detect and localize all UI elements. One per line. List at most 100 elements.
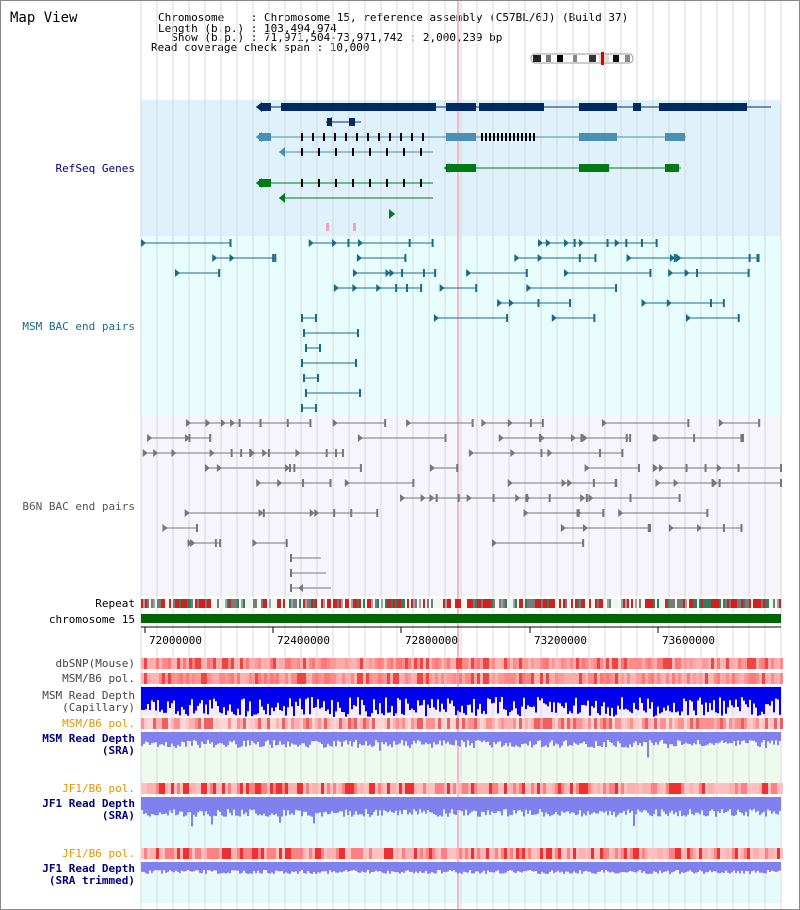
snp-density-cell <box>204 658 207 669</box>
snp-density-cell <box>390 783 393 794</box>
snp-density-cell <box>270 658 273 669</box>
bac-end <box>757 254 760 262</box>
snp-density-cell <box>528 783 531 794</box>
snp-density-cell <box>216 848 219 859</box>
read-depth-bar <box>529 862 531 871</box>
snp-density-cell <box>561 848 564 859</box>
snp-density-cell <box>177 783 180 794</box>
read-depth-bar <box>327 732 329 744</box>
read-depth-bar <box>211 862 213 872</box>
read-depth-bar <box>355 797 357 812</box>
snp-density-cell <box>738 673 741 684</box>
read-depth-bar <box>589 687 591 716</box>
snp-density-cell <box>489 848 492 859</box>
read-depth-bar <box>257 687 259 714</box>
read-depth-bar <box>319 797 321 813</box>
read-depth-bar <box>141 862 143 872</box>
read-depth-bar <box>517 687 519 715</box>
read-depth-bar <box>339 687 341 708</box>
read-depth-bar <box>331 732 333 747</box>
snp-density-cell <box>549 673 552 684</box>
snp-density-cell <box>402 848 405 859</box>
snp-density-cell <box>645 658 648 669</box>
read-depth-bar <box>695 687 697 716</box>
read-depth-bar <box>771 862 773 871</box>
repeat-element <box>207 599 209 608</box>
bac-end <box>395 284 398 292</box>
bac-end <box>716 464 722 472</box>
snp-density-cell <box>699 783 702 794</box>
repeat-element <box>751 599 753 608</box>
repeat-element <box>239 599 241 608</box>
read-depth-bar <box>325 732 327 748</box>
read-depth-bar <box>205 862 207 874</box>
snp-density-cell <box>489 718 492 729</box>
bac-end <box>697 524 703 532</box>
read-depth-bar <box>169 732 171 748</box>
read-depth-bar <box>619 797 621 813</box>
snp-density-cell <box>405 848 408 859</box>
snp-density-cell <box>261 658 264 669</box>
snp-density-cell <box>189 673 192 684</box>
read-depth-bar <box>747 797 749 817</box>
repeat-element <box>173 599 175 608</box>
repeat-element <box>221 599 223 608</box>
bac-end <box>580 434 583 442</box>
snp-density-cell <box>612 673 615 684</box>
read-depth-bar <box>541 732 543 748</box>
read-depth-bar <box>465 862 467 873</box>
read-depth-bar <box>613 797 615 812</box>
read-depth-bar <box>299 797 301 811</box>
snp-density-cell <box>336 673 339 684</box>
read-depth-bar <box>507 797 509 817</box>
snp-density-cell <box>210 673 213 684</box>
read-depth-bar <box>573 687 575 706</box>
snp-density-cell <box>570 848 573 859</box>
b6n-bac-features <box>142 419 782 592</box>
snp-density-cell <box>765 658 768 669</box>
snp-density-cell <box>471 658 474 669</box>
read-depth-bar <box>227 732 229 746</box>
bac-end <box>706 509 709 517</box>
snp-density-cell <box>156 673 159 684</box>
gene-strand-arrow <box>279 193 285 203</box>
snp-density-cell <box>312 658 315 669</box>
read-depth-bar <box>275 862 277 871</box>
repeat-element <box>639 599 641 608</box>
repeat-element <box>257 599 259 608</box>
repeat-element <box>373 599 375 608</box>
snp-density-cell <box>402 673 405 684</box>
snp-density-cell <box>756 783 759 794</box>
repeat-element <box>435 599 437 608</box>
read-depth-bar <box>219 732 221 743</box>
snp-density-cell <box>582 718 585 729</box>
read-depth-bar <box>199 732 201 748</box>
read-depth-bar <box>253 862 255 872</box>
read-depth-bar <box>337 687 339 703</box>
snp-density-cell <box>711 658 714 669</box>
read-depth-bar <box>737 687 739 707</box>
bac-end <box>344 479 350 487</box>
read-depth-bar <box>689 687 691 700</box>
read-depth-bar <box>445 687 447 712</box>
bac-end <box>507 479 513 487</box>
gene-strand-arrow <box>444 163 450 173</box>
repeat-element <box>337 599 339 608</box>
read-depth-bar <box>251 862 253 874</box>
bac-end <box>332 419 338 427</box>
read-depth-bar <box>581 687 583 706</box>
read-depth-bar <box>587 797 589 812</box>
bac-end <box>444 434 447 442</box>
read-depth-bar <box>619 862 621 873</box>
snp-density-cell <box>399 783 402 794</box>
read-depth-bar <box>511 797 513 815</box>
read-depth-bar <box>475 862 477 872</box>
snp-density-cell <box>333 848 336 859</box>
read-depth-bar <box>409 797 411 813</box>
read-depth-bar <box>673 797 675 815</box>
read-depth-bar <box>671 797 673 811</box>
read-depth-bar <box>425 732 427 743</box>
read-depth-bar <box>743 732 745 741</box>
snp-density-cell <box>753 658 756 669</box>
